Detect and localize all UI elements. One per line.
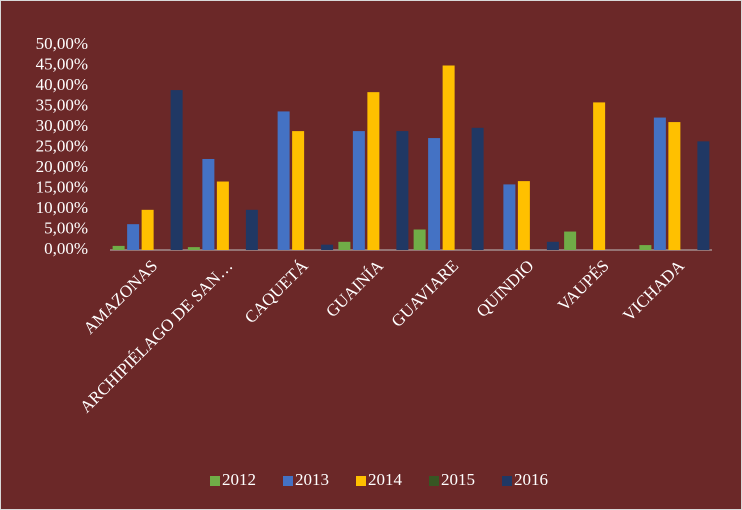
bar: [471, 127, 484, 250]
y-tick-label: 30,00%: [36, 116, 88, 135]
y-tick-label: 5,00%: [44, 218, 88, 237]
bar: [141, 209, 154, 250]
bar: [216, 181, 229, 250]
bar: [428, 138, 441, 250]
bar: [352, 131, 365, 250]
legend-swatch: [502, 476, 512, 486]
bar: [187, 247, 200, 250]
legend-label: 2012: [222, 470, 256, 489]
bar: [639, 245, 652, 250]
y-tick-label: 50,00%: [36, 34, 88, 53]
bar: [396, 131, 409, 250]
bar: [338, 241, 351, 250]
bar: [653, 117, 666, 250]
legend-label: 2013: [295, 470, 329, 489]
bar: [292, 131, 305, 250]
bar: [697, 141, 710, 250]
legend-swatch: [429, 476, 439, 486]
bar: [413, 229, 426, 250]
bar: [593, 102, 606, 251]
y-tick-label: 15,00%: [36, 177, 88, 196]
legend-swatch: [210, 476, 220, 486]
bar: [564, 231, 577, 250]
y-tick-label: 40,00%: [36, 75, 88, 94]
bar: [127, 224, 140, 250]
bar: [546, 241, 559, 250]
bar: [517, 181, 530, 250]
bar: [367, 92, 380, 251]
legend-swatch: [356, 476, 366, 486]
y-tick-label: 35,00%: [36, 95, 88, 114]
legend-label: 2016: [514, 470, 548, 489]
y-tick-label: 25,00%: [36, 136, 88, 155]
bar: [503, 184, 516, 250]
bar: [245, 209, 258, 250]
legend-swatch: [283, 476, 293, 486]
y-tick-label: 20,00%: [36, 157, 88, 176]
y-tick-label: 0,00%: [44, 239, 88, 258]
y-tick-label: 45,00%: [36, 54, 88, 73]
y-tick-label: 10,00%: [36, 198, 88, 217]
bar: [170, 90, 183, 250]
bar: [668, 122, 681, 250]
bar: [321, 244, 334, 250]
bar: [112, 245, 125, 250]
legend-label: 2014: [368, 470, 403, 489]
bar: [442, 65, 455, 250]
bar: [277, 111, 290, 250]
bar: [202, 158, 215, 250]
legend-label: 2015: [441, 470, 475, 489]
